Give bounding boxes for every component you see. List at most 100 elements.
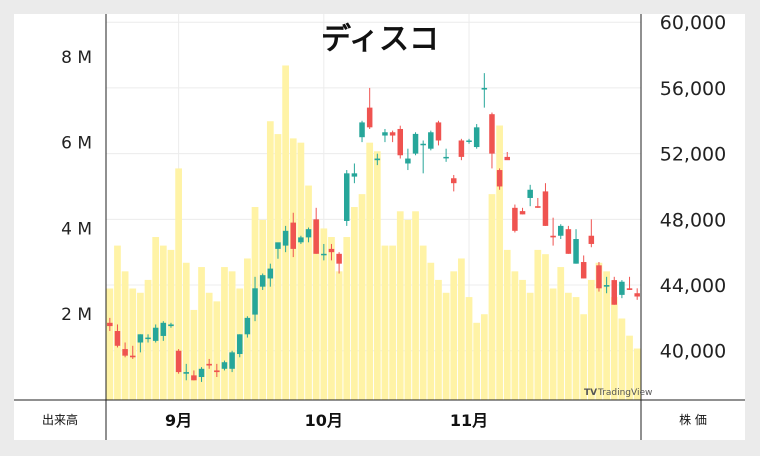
candle: [183, 363, 190, 381]
volume-bar: [289, 138, 297, 400]
candle-body: [626, 288, 633, 290]
volume-bar: [496, 125, 503, 400]
candle-body: [321, 253, 327, 256]
candle: [259, 273, 266, 290]
volume-bar: [526, 292, 534, 400]
volume-bar: [351, 207, 358, 400]
candle-body: [214, 370, 220, 373]
price-tick-label: 52,000: [660, 144, 726, 166]
candle-body: [619, 281, 625, 295]
candle: [374, 153, 381, 166]
volume-bar: [343, 237, 351, 400]
price-tick-label: 44,000: [660, 275, 726, 297]
volume-bar: [626, 335, 633, 400]
candle-body: [557, 225, 564, 236]
candle: [473, 124, 480, 149]
svg-text:TV: TV: [584, 388, 597, 398]
candle-body: [580, 262, 587, 279]
volume-bar: [557, 267, 565, 400]
candle: [435, 120, 442, 146]
candle: [175, 349, 182, 374]
candle-body: [565, 229, 572, 254]
candle-body: [443, 156, 449, 159]
volume-bar: [633, 348, 641, 400]
volume-tick-label: 6 M: [61, 134, 92, 154]
candle: [397, 125, 404, 159]
candle-body: [382, 132, 388, 136]
candle: [359, 120, 365, 143]
candle: [160, 321, 167, 341]
candle-body: [428, 132, 434, 149]
candle-body: [374, 158, 381, 161]
volume-tick-label: 8 M: [61, 48, 92, 68]
volume-bar: [259, 219, 267, 400]
candle-body: [588, 235, 595, 244]
volume-bar: [465, 297, 473, 400]
volume-bar: [519, 279, 526, 400]
candle: [244, 316, 251, 338]
volume-bar: [221, 267, 228, 400]
candle-body: [450, 178, 457, 184]
candle-body: [435, 122, 442, 141]
candle: [565, 225, 572, 254]
volume-bar: [473, 322, 481, 400]
price-tick-label: 60,000: [660, 14, 726, 34]
candle-body: [519, 211, 526, 215]
candle: [428, 130, 434, 151]
candle: [489, 112, 495, 169]
volume-bar: [565, 292, 572, 400]
candle: [321, 243, 327, 261]
candle: [236, 334, 243, 358]
candle-body: [298, 237, 304, 243]
volume-bar: [427, 262, 435, 400]
volume-bar: [228, 271, 236, 400]
candle-body: [206, 363, 212, 366]
volume-bar: [114, 245, 121, 400]
volume-bar: [587, 279, 595, 400]
axes: 2 M 4 M 6 M 8 M 40,000 44,000 48,000 52,000 56,0…: [14, 14, 745, 440]
volume-bar: [488, 194, 496, 400]
candle: [122, 342, 128, 358]
candle: [496, 168, 503, 190]
candle: [443, 148, 449, 162]
volume-bar: [129, 288, 137, 400]
price-tick-label: 48,000: [660, 209, 726, 231]
volume-tick-label: 4 M: [61, 219, 92, 239]
candle: [450, 174, 457, 192]
candle: [420, 140, 426, 174]
candle-body: [542, 191, 549, 226]
volume-bar: [106, 288, 114, 400]
candle: [573, 229, 579, 264]
candle: [412, 132, 419, 156]
chart-frame: 2 M 4 M 6 M 8 M 40,000 44,000 48,000 52,000 56,0…: [14, 14, 745, 440]
volume-bar: [205, 292, 213, 400]
month-tick-label: 10月: [305, 411, 343, 430]
candle-body: [405, 158, 411, 164]
candle-body: [107, 322, 113, 327]
candle: [535, 197, 541, 208]
candle-body: [527, 189, 533, 198]
volume-bar: [121, 271, 129, 400]
volume-bars: [106, 65, 641, 400]
candle: [366, 87, 373, 129]
volume-bar: [618, 318, 626, 400]
candle-body: [397, 128, 404, 156]
candle-body: [275, 242, 281, 249]
candle-body: [152, 327, 159, 341]
volume-bar: [182, 262, 190, 400]
candle: [229, 350, 235, 373]
candle-body: [236, 334, 243, 355]
candle: [611, 276, 618, 305]
candle-body: [473, 127, 480, 148]
volume-bar: [213, 301, 221, 400]
candle-body: [168, 324, 174, 327]
candle: [267, 263, 274, 287]
candle-body: [489, 114, 495, 154]
candle: [619, 280, 625, 299]
candle: [519, 207, 526, 215]
price-tick-label: 40,000: [660, 341, 726, 363]
candle: [580, 255, 587, 279]
volume-bar: [175, 168, 182, 400]
candle-body: [359, 122, 365, 138]
candle-body: [229, 352, 235, 369]
